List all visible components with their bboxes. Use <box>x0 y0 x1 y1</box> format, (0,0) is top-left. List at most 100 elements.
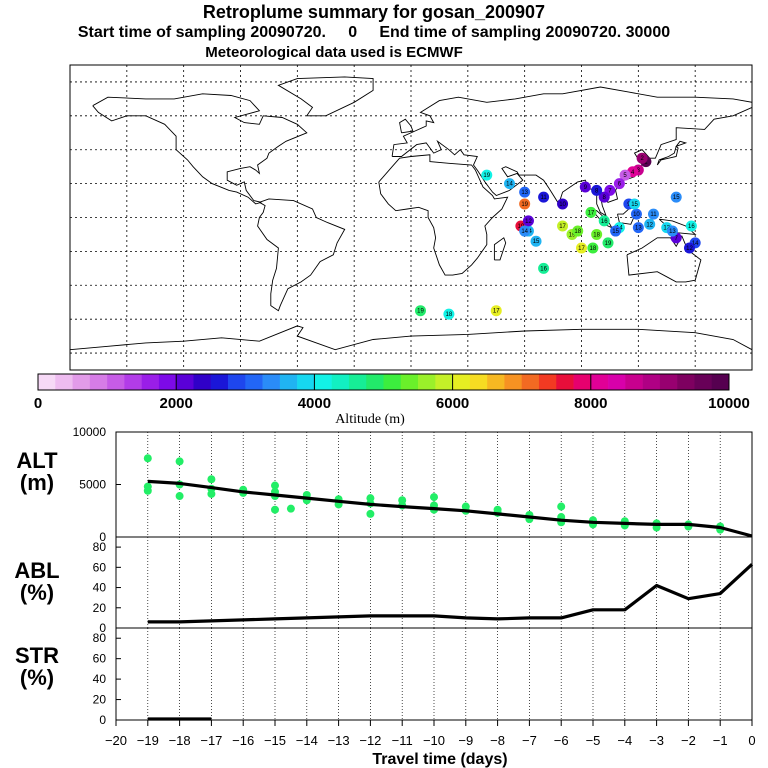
plume-point <box>670 191 682 203</box>
colorbar-swatch <box>193 374 212 390</box>
colorbar-swatch <box>124 374 142 390</box>
plume-point <box>613 178 625 190</box>
x-tick-label: −14 <box>296 733 318 748</box>
colorbar-swatch <box>176 374 194 390</box>
colorbar-swatch <box>452 374 471 390</box>
plume-point-label: 17 <box>493 309 500 315</box>
x-tick-label: −4 <box>617 733 632 748</box>
plume-point-label: 5 <box>623 173 627 179</box>
plume-point-label: 16 <box>540 266 547 272</box>
plume-point-label: 13 <box>663 226 670 232</box>
plume-point <box>619 169 631 181</box>
plume-point-label: 16 <box>688 224 695 230</box>
plume-point-label: 19 <box>521 202 528 208</box>
plume-point-label: 12 <box>525 219 532 225</box>
abl-ytick-label: 0 <box>99 621 106 635</box>
plume-point <box>632 222 644 234</box>
plume-point-label: 12 <box>646 222 653 228</box>
plume-point-label: 11 <box>540 195 547 201</box>
plume-point-label: 19 <box>417 309 424 315</box>
plume-point-label: 13 <box>521 190 528 196</box>
plume-point <box>522 215 534 227</box>
alt-particle-point <box>207 489 216 498</box>
abl-ytick-label: 60 <box>93 560 107 574</box>
plume-point <box>610 225 622 237</box>
plume-point <box>602 237 614 249</box>
colorbar-swatch <box>538 374 557 390</box>
colorbar-swatch <box>677 374 695 390</box>
alt-ylabel: ALT <box>16 448 58 473</box>
plume-point-label: 15 <box>612 229 619 235</box>
colorbar-swatch <box>279 374 298 390</box>
plume-point <box>576 242 587 254</box>
plume-point-label: 8 <box>595 188 599 194</box>
plume-point <box>666 225 678 237</box>
plume-point-label: 13 <box>669 229 676 235</box>
colorbar-swatch <box>55 374 73 390</box>
coastline-britain <box>399 118 414 134</box>
colorbar-swatch <box>711 374 730 390</box>
plume-point-label: 18 <box>590 246 597 252</box>
x-tick-label: −13 <box>328 733 350 748</box>
plume-point-label: 7 <box>608 188 612 194</box>
altitude-colorbar: 0 2000 4000 6000 8000 10000 Altitude (m) <box>34 373 750 427</box>
colorbar-swatch <box>469 374 488 390</box>
x-tick-label: −9 <box>458 733 473 748</box>
colorbar-swatch <box>694 374 713 390</box>
plume-point <box>630 208 642 220</box>
plume-point <box>598 191 610 203</box>
plume-point-label: 14 <box>692 241 699 247</box>
colorbar-swatch <box>521 374 540 390</box>
travel-time-axis: −20 −19 −18 −17 −16 −15 −14 −13 −12 −11 −10 −9 −8 −7−… <box>105 720 756 768</box>
plume-point <box>538 262 550 274</box>
colorbar-swatch <box>158 374 177 390</box>
colorbar-swatch <box>72 374 91 390</box>
plume-point <box>636 152 648 164</box>
colorbar-tick-label: 4000 <box>298 395 331 412</box>
str-ytick-label: 40 <box>93 672 107 686</box>
colorbar-swatch <box>487 374 505 390</box>
str-ylabel-unit: (%) <box>20 665 54 690</box>
x-tick-label: −1 <box>713 733 728 748</box>
world-map: 1234567889910111213141516171819141311101… <box>69 64 753 371</box>
abl-ytick-label: 20 <box>93 601 107 615</box>
alt-ytick-label: 5000 <box>79 478 106 492</box>
plume-point-label: 13 <box>635 226 642 232</box>
plume-point <box>579 181 591 193</box>
colorbar-swatch <box>400 374 419 390</box>
plume-point-label: 10 <box>559 202 566 208</box>
plume-point <box>591 184 603 196</box>
alt-particle-point <box>366 509 375 518</box>
colorbar-swatch <box>38 374 56 390</box>
plume-point-label: 1 <box>644 160 648 166</box>
alt-particle-point <box>207 475 216 484</box>
plume-point <box>414 305 426 317</box>
plume-point <box>530 235 542 247</box>
plume-point-label: 14 <box>521 229 528 235</box>
alt-ylabel-unit: (m) <box>20 470 54 495</box>
coastline-antarctica <box>69 325 753 351</box>
alt-particle-point <box>143 486 152 495</box>
plume-point <box>647 208 659 220</box>
colorbar-tick-label: 8000 <box>574 395 607 412</box>
x-tick-label: −15 <box>264 733 286 748</box>
plume-point <box>519 198 531 210</box>
colorbar-swatch <box>107 374 125 390</box>
colorbar-swatch <box>210 374 229 390</box>
colorbar-swatch <box>297 374 315 390</box>
abl-ylabel: ABL <box>14 558 59 583</box>
coastline-north-america <box>92 93 308 205</box>
alt-ytick-label: 0 <box>99 530 106 544</box>
colorbar-swatch <box>642 374 661 390</box>
colorbar-swatch <box>314 374 332 390</box>
alt-particle-point <box>557 502 566 511</box>
plume-point <box>557 198 569 210</box>
alt-particle-point <box>271 481 279 490</box>
colorbar-swatch <box>435 374 453 390</box>
colorbar-tick-label: 6000 <box>436 395 469 412</box>
plume-point-label: 16 <box>601 219 608 225</box>
alt-particle-point <box>286 504 295 513</box>
colorbar-swatch <box>573 374 592 390</box>
plume-point-label: 17 <box>559 224 566 230</box>
